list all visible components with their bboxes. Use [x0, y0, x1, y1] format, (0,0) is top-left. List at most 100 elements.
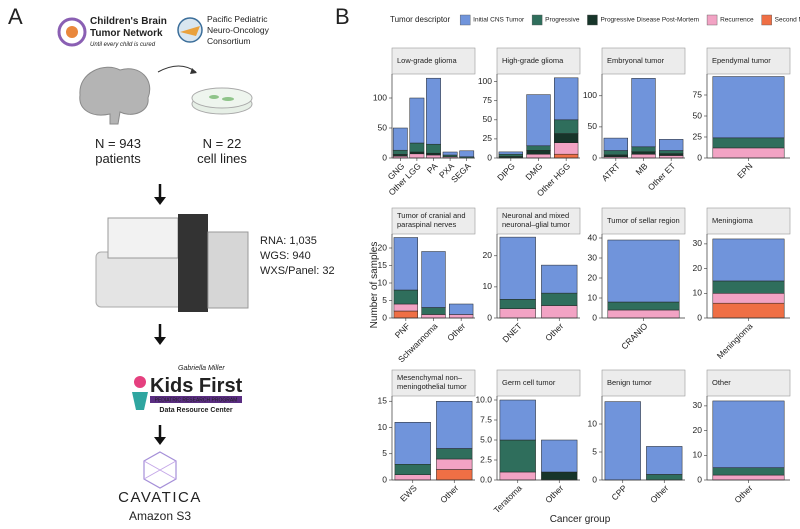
- facet-title: Other: [712, 377, 731, 387]
- bar-segment: [426, 154, 441, 159]
- x-tick-label: SEGA: [449, 161, 473, 185]
- pnoc-name: Neuro-Oncology: [207, 25, 270, 35]
- panel-label: B: [335, 4, 350, 29]
- y-tick-label: 10: [378, 422, 388, 432]
- cbtn-name: Children's Brain: [90, 16, 167, 27]
- x-tick-label: PNF: [393, 321, 412, 340]
- bar-segment: [659, 153, 684, 156]
- pnoc-name: Consortium: [207, 36, 250, 46]
- bar-segment: [499, 308, 536, 319]
- x-tick-label: CPP: [609, 483, 629, 503]
- pnoc-logo-mark: [180, 26, 200, 36]
- bar-segment: [712, 238, 785, 282]
- arrow-head: [190, 68, 197, 74]
- cbtn-tagline: Until every child is cured: [90, 42, 156, 48]
- facet-title: Mesenchymal non–meningothelial tumor: [397, 373, 467, 391]
- y-tick-label: 75: [483, 95, 493, 105]
- bar-segment: [436, 469, 473, 481]
- facet-header: [706, 207, 791, 235]
- bar-segment: [426, 77, 441, 145]
- x-tick-label: Other: [445, 321, 467, 343]
- bar-segment: [393, 237, 418, 291]
- pnoc-name: Pacific Pediatric: [207, 14, 268, 24]
- facet-header-box: Mesenchymal non–meningothelial tumor: [397, 373, 467, 391]
- y-tick-label: 7.5: [480, 414, 492, 424]
- kids-first-program: PEDIATRIC RESEARCH PROGRAM: [155, 398, 238, 404]
- facet-header-box: Embryonal tumor: [607, 56, 664, 65]
- bar-segment: [393, 289, 418, 305]
- facet-header: [496, 207, 581, 235]
- x-tick-label: Meningioma: [715, 321, 755, 361]
- y-tick-label: 100: [373, 92, 387, 102]
- facet-title: Benign tumor: [607, 377, 652, 387]
- bar-segment: [712, 467, 785, 476]
- legend-swatch: [587, 14, 598, 26]
- x-axis-title: Cancer group: [550, 514, 611, 525]
- y-tick-label: 5: [382, 448, 387, 458]
- facet-header: [601, 207, 686, 235]
- bar-segment: [712, 474, 785, 481]
- bar-segment: [554, 142, 579, 155]
- bar-segment: [712, 400, 785, 468]
- y-tick-label: 25: [693, 131, 703, 141]
- bar-segment: [554, 153, 579, 159]
- y-tick-label: 0: [592, 312, 597, 322]
- x-tick-label: ATRT: [600, 161, 622, 183]
- bar-segment: [646, 474, 683, 481]
- cavatica-icon: [143, 460, 177, 480]
- facet-header-box: Tumor of cranial and paraspinal nerves: [397, 212, 466, 229]
- sequencer-screen: [107, 217, 179, 259]
- sequencing-count: WXS/Panel: 32: [260, 265, 335, 277]
- bar-segment: [554, 119, 579, 134]
- bar-segment: [409, 97, 425, 144]
- patients-label: patients: [95, 151, 141, 166]
- y-tick-label: 0: [487, 312, 492, 322]
- y-tick-label: 15: [378, 396, 388, 406]
- x-tick-label: Teratoma: [492, 483, 524, 515]
- bar-segment: [659, 155, 684, 159]
- y-tick-label: 10: [483, 281, 493, 291]
- bar-segment: [526, 153, 551, 159]
- facet-header: [706, 47, 791, 75]
- y-tick-label: 0: [487, 152, 492, 162]
- bar-segment: [712, 147, 785, 159]
- bar-segment: [421, 314, 446, 319]
- bar-segment: [554, 133, 579, 143]
- facet-header-box: Other: [712, 377, 731, 387]
- y-tick-label: 20: [378, 242, 388, 252]
- y-tick-label: 10.0: [475, 394, 492, 404]
- bar-segment: [436, 448, 473, 460]
- bar-segment: [499, 471, 536, 481]
- bar-segment: [421, 251, 446, 308]
- facet-title: Low-grade glioma: [397, 55, 457, 65]
- bar-segment: [541, 305, 578, 319]
- y-tick-label: 20: [693, 263, 703, 273]
- y-tick-label: 30: [693, 400, 703, 410]
- bar-segment: [631, 154, 656, 159]
- bar-segment: [459, 150, 475, 158]
- bar-segment: [421, 307, 446, 315]
- y-tick-label: 5.0: [480, 434, 492, 444]
- x-tick-label: Other: [438, 483, 460, 505]
- bar-segment: [409, 142, 425, 153]
- arrow: [157, 65, 197, 73]
- bar-segment: [499, 236, 536, 300]
- legend-label: Initial CNS Tumor: [473, 17, 525, 24]
- sequencer-side: [207, 231, 249, 309]
- cells: [222, 97, 234, 101]
- y-tick-label: 10: [693, 288, 703, 298]
- facet-header: [391, 47, 476, 75]
- bar-segment: [659, 139, 684, 151]
- bar-segment: [442, 154, 458, 158]
- arrow-head: [154, 197, 166, 205]
- bar-segment: [712, 280, 785, 294]
- legend-label: Progressive: [545, 17, 580, 24]
- y-tick-label: 15: [378, 260, 388, 270]
- y-tick-label: 0: [697, 474, 702, 484]
- bar-segment: [541, 264, 578, 294]
- bar-segment: [499, 439, 536, 473]
- y-tick-label: 20: [693, 425, 703, 435]
- y-tick-label: 25: [483, 133, 493, 143]
- facet-title: High-grade glioma: [502, 55, 564, 65]
